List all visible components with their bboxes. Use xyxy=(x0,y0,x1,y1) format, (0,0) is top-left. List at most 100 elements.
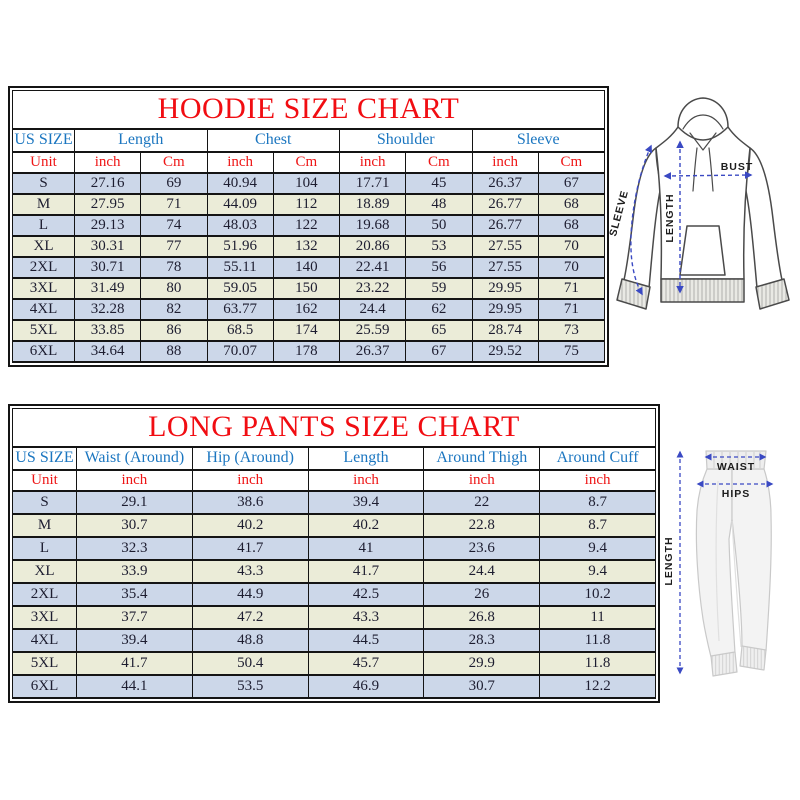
size-row-M: M 30.7 40.2 40.2 22.8 8.7 xyxy=(12,513,656,538)
size-label-cell: S xyxy=(12,172,75,195)
size-label-cell: 4XL xyxy=(12,298,75,321)
measurement-cell: 26.8 xyxy=(423,605,541,630)
measurement-cell: 47.2 xyxy=(191,605,309,630)
size-label-cell: 2XL xyxy=(12,256,75,279)
measurement-cell: 73 xyxy=(537,319,606,342)
measurement-cell: 41.7 xyxy=(76,651,193,676)
unit-cm: Cm xyxy=(140,151,208,174)
measurement-cell: 24.4 xyxy=(423,559,541,584)
measurement-cell: 11 xyxy=(539,605,656,630)
hoodie-pocket xyxy=(679,225,726,276)
measurement-cell: 29.95 xyxy=(471,277,539,300)
measurement-cell: 27.55 xyxy=(471,256,539,279)
measurement-cell: 27.55 xyxy=(471,235,539,258)
measurement-cell: 69 xyxy=(140,172,208,195)
measurement-cell: 45 xyxy=(405,172,473,195)
measurement-cell: 71 xyxy=(537,277,606,300)
measurement-cell: 27.16 xyxy=(73,172,142,195)
measurement-cell: 68 xyxy=(537,193,606,216)
measurement-cell: 23.22 xyxy=(338,277,407,300)
measurement-cell: 41.7 xyxy=(307,559,425,584)
unit-cm: Cm xyxy=(537,151,606,174)
measurement-cell: 32.28 xyxy=(73,298,142,321)
hoodie-measure-arrows xyxy=(630,140,753,296)
size-row-2XL: 2XL 30.71 78 55.11 140 22.41 56 27.55 70 xyxy=(12,256,606,279)
measurement-cell: 10.2 xyxy=(539,582,656,607)
size-label-cell: 6XL xyxy=(12,340,75,363)
length-label: LENGTH xyxy=(664,193,676,242)
size-row-3XL: 3XL 37.7 47.2 43.3 26.8 11 xyxy=(12,605,656,630)
hips-label: HIPS xyxy=(722,488,751,500)
hoodie-measurement-diagram: BUST LENGTH SLEEVE xyxy=(607,97,790,310)
size-row-XL: XL 33.9 43.3 41.7 24.4 9.4 xyxy=(12,559,656,584)
measurement-cell: 77 xyxy=(140,235,208,258)
measurement-cell: 28.74 xyxy=(471,319,539,342)
measurement-cell: 43.3 xyxy=(307,605,425,630)
measurement-cell: 70.07 xyxy=(206,340,274,363)
pants-unit-row: Unit inch inch inch inch inch xyxy=(12,469,656,492)
measurement-cell: 67 xyxy=(405,340,473,363)
size-label-cell: XL xyxy=(12,235,75,258)
measurement-cell: 71 xyxy=(537,298,606,321)
measurement-cell: 140 xyxy=(272,256,341,279)
measurement-cell: 29.1 xyxy=(76,490,193,515)
measurement-cell: 31.49 xyxy=(73,277,142,300)
pants-size-chart-table: LONG PANTS SIZE CHART US SIZE Waist (Aro… xyxy=(8,404,660,703)
pants-left-cuff xyxy=(710,651,738,677)
bust-label: BUST xyxy=(721,161,754,173)
hoodie-right-cuff xyxy=(755,278,790,310)
pants-measure-arrows xyxy=(676,450,774,675)
size-label-cell: M xyxy=(12,193,75,216)
size-row-6XL: 6XL 34.64 88 70.07 178 26.37 67 29.52 75 xyxy=(12,340,606,363)
measurement-cell: 68 xyxy=(537,214,606,237)
hoodie-chart-title: HOODIE SIZE CHART xyxy=(12,90,605,130)
measurement-cell: 78 xyxy=(140,256,208,279)
hoodie-illustration xyxy=(616,97,790,310)
size-label-cell: 4XL xyxy=(12,628,77,653)
measurement-cell: 26.77 xyxy=(471,193,539,216)
measurement-cell: 35.4 xyxy=(76,582,193,607)
pants-chart-title: LONG PANTS SIZE CHART xyxy=(12,408,656,448)
measurement-cell: 26.37 xyxy=(338,340,407,363)
hoodie-hem xyxy=(660,278,745,303)
hoodie-hood xyxy=(677,97,729,141)
measurement-cell: 11.8 xyxy=(539,651,656,676)
measurement-cell: 44.09 xyxy=(206,193,274,216)
measurement-cell: 132 xyxy=(272,235,341,258)
measurement-cell: 34.64 xyxy=(73,340,142,363)
measurement-cell: 41.7 xyxy=(191,536,309,561)
shoulder-header: Shoulder xyxy=(339,128,473,153)
measurement-cell: 44.5 xyxy=(307,628,425,653)
pants-length-label: LENGTH xyxy=(663,536,675,585)
size-row-M: M 27.95 71 44.09 112 18.89 48 26.77 68 xyxy=(12,193,606,216)
measurement-cell: 53.5 xyxy=(191,674,309,699)
measurement-cell: 65 xyxy=(405,319,473,342)
size-row-2XL: 2XL 35.4 44.9 42.5 26 10.2 xyxy=(12,582,656,607)
measurement-cell: 174 xyxy=(272,319,341,342)
unit-cm: Cm xyxy=(405,151,473,174)
size-row-S: S 29.1 38.6 39.4 22 8.7 xyxy=(12,490,656,515)
measurement-cell: 24.4 xyxy=(338,298,407,321)
measurement-cell: 50 xyxy=(405,214,473,237)
cuff-header: Around Cuff xyxy=(539,446,656,471)
measurement-cell: 82 xyxy=(140,298,208,321)
size-label-cell: 5XL xyxy=(12,651,77,676)
measurement-cell: 162 xyxy=(272,298,341,321)
unit-inch: inch xyxy=(191,469,309,492)
measurement-cell: 40.2 xyxy=(307,513,425,538)
measurement-cell: 39.4 xyxy=(76,628,193,653)
measurement-cell: 70 xyxy=(537,235,606,258)
measurement-cell: 22 xyxy=(423,490,541,515)
us-size-header: US SIZE xyxy=(12,128,75,153)
measurement-cell: 11.8 xyxy=(539,628,656,653)
measurement-cell: 29.13 xyxy=(73,214,142,237)
measurement-cell: 80 xyxy=(140,277,208,300)
measurement-cell: 88 xyxy=(140,340,208,363)
measurement-cell: 40.2 xyxy=(191,513,309,538)
pants-measurement-diagram: WAIST HIPS LENGTH xyxy=(663,450,774,677)
measurement-cell: 43.3 xyxy=(191,559,309,584)
measurement-cell: 42.5 xyxy=(307,582,425,607)
measurement-cell: 30.31 xyxy=(73,235,142,258)
measurement-cell: 41 xyxy=(307,536,425,561)
sleeve-arrow xyxy=(630,144,653,296)
